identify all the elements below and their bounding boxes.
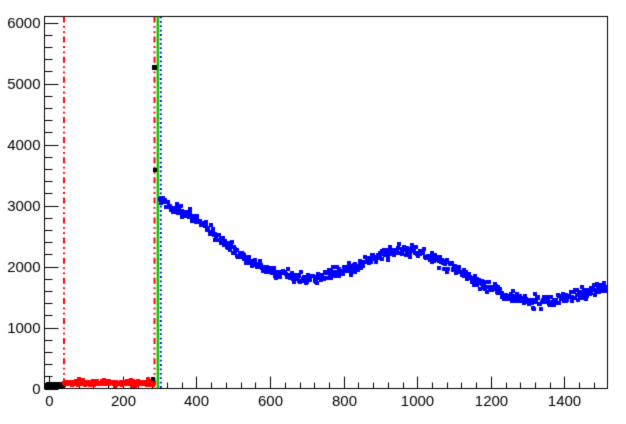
chart-canvas	[0, 0, 626, 424]
chart-figure	[0, 0, 626, 424]
